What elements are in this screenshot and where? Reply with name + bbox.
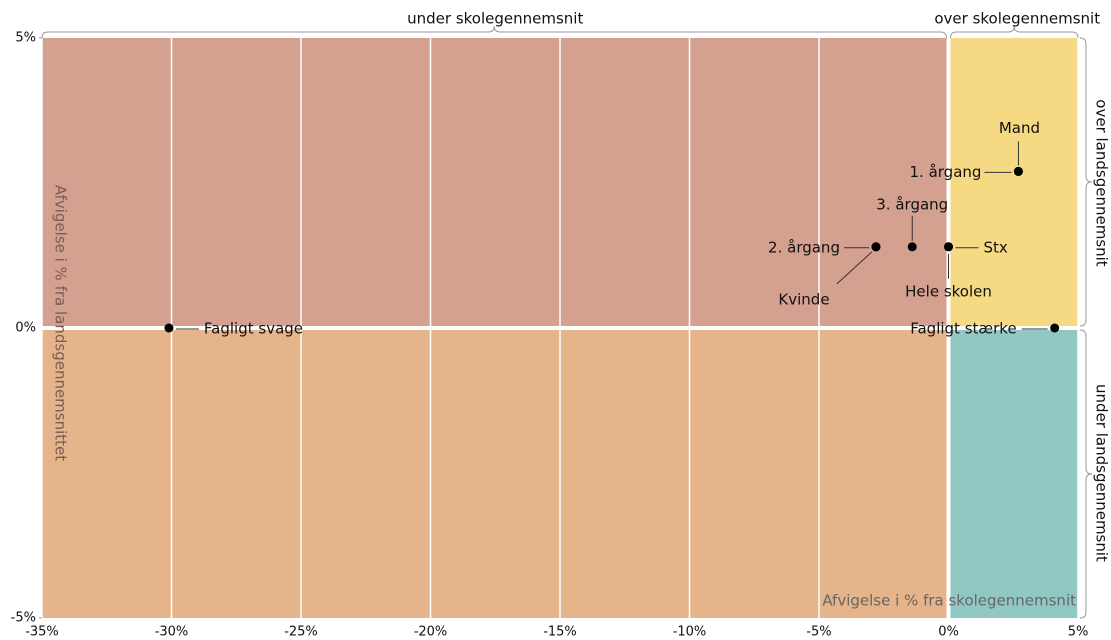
point-label: Stx: [984, 238, 1008, 256]
y-axis-title: Afvigelse i % fra landsgennemsnittet: [52, 185, 70, 461]
point: [907, 242, 917, 252]
point-label: Hele skolen: [905, 282, 992, 300]
point: [1050, 323, 1060, 333]
brace: [1079, 329, 1093, 619]
point-label: Fagligt svage: [204, 320, 303, 338]
x-tick-label: -20%: [414, 625, 448, 640]
brace: [41, 25, 947, 39]
x-axis-title: Afvigelse i % fra skolegennemsnit: [822, 592, 1076, 610]
x-tick-label: 5%: [1068, 625, 1089, 640]
point: [944, 242, 953, 252]
quadrant: [42, 38, 949, 328]
point: [1013, 166, 1023, 176]
quadrant: [948, 328, 1078, 618]
point: [871, 242, 881, 252]
point: [164, 323, 174, 333]
x-tick-label: -25%: [284, 625, 318, 640]
x-tick-label: -10%: [673, 625, 707, 640]
x-tick-label: -15%: [543, 625, 577, 640]
x-tick-label: -35%: [25, 625, 59, 640]
quadrant-label: under landsgennemsnit: [1093, 384, 1111, 562]
quadrant-label: under skolegennemsnit: [407, 10, 583, 28]
quadrant: [42, 328, 949, 618]
y-tick-label: -5%: [11, 611, 36, 626]
quadrant-label: over landsgennemsnit: [1093, 99, 1111, 267]
x-tick-label: 0%: [938, 625, 959, 640]
y-tick-label: 5%: [15, 31, 36, 46]
quadrant-label: over skolegennemsnit: [934, 10, 1100, 28]
y-tick-label: 0%: [15, 321, 36, 336]
point-label: 1. årgang: [910, 163, 982, 181]
point-label: Fagligt stærke: [910, 320, 1016, 338]
point-label: Kvinde: [778, 290, 829, 308]
x-tick-label: -30%: [155, 625, 189, 640]
x-tick-label: -5%: [806, 625, 831, 640]
point-label: 2. årgang: [768, 238, 840, 256]
point-label: Mand: [999, 119, 1040, 137]
leader-line: [836, 251, 873, 285]
point-label: 3. årgang: [876, 195, 948, 213]
brace: [1079, 37, 1093, 327]
brace: [950, 25, 1079, 39]
quadrant: [948, 38, 1078, 328]
